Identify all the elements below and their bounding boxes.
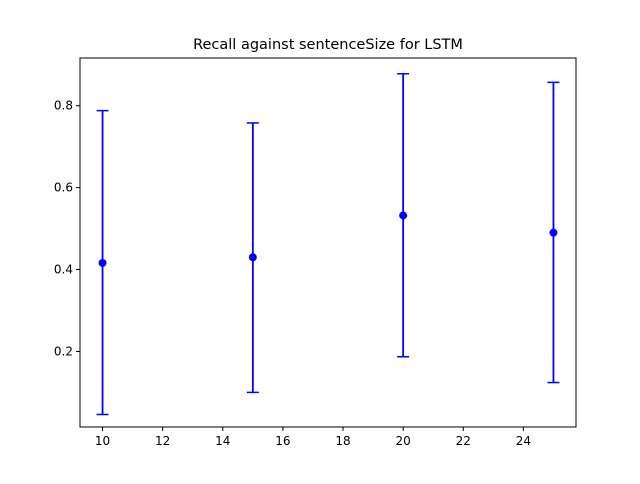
y-tick-label: 0.2 [54,344,73,358]
x-tick-label: 18 [335,434,350,448]
y-tick-label: 0.8 [54,99,73,113]
x-tick-label: 22 [456,434,471,448]
axes-frame [79,57,577,428]
x-tick-label: 16 [275,434,290,448]
x-tick-label: 14 [215,434,230,448]
x-tick-label: 24 [516,434,531,448]
x-tick-label: 12 [155,434,170,448]
chart-title: Recall against sentenceSize for LSTM [193,37,463,53]
x-tick-label: 20 [396,434,411,448]
plot-marks [96,73,560,416]
y-axis: 0.2 0.4 0.6 0.8 [54,99,80,358]
y-tick-label: 0.4 [54,263,73,277]
x-axis: 10 12 14 16 18 20 22 24 [95,427,531,448]
data-point [549,228,558,237]
data-point [98,258,107,267]
x-tick-label: 10 [95,434,110,448]
data-point [399,211,408,220]
data-point [248,253,257,262]
y-tick-label: 0.6 [54,181,73,195]
